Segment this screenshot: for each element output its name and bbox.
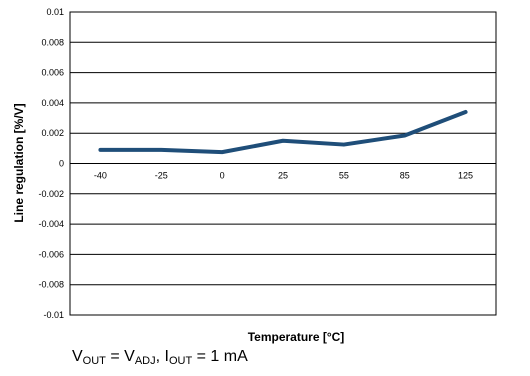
y-tick-label: 0.008: [41, 37, 64, 47]
y-axis-title: Line regulation [%/V]: [12, 103, 26, 222]
plot-area-border: [69, 11, 497, 316]
x-tick-label: -25: [155, 171, 168, 181]
x-tick-label: 85: [400, 171, 410, 181]
series-line: [98, 109, 468, 155]
x-tick-label: 55: [339, 171, 349, 181]
x-tick-label: 0: [220, 171, 225, 181]
y-tick-label: -0.004: [38, 219, 64, 229]
y-tick-label: -0.006: [38, 249, 64, 259]
y-tick-label: 0.01: [46, 7, 64, 17]
y-tick-label: 0.002: [41, 128, 64, 138]
y-tick-label: 0.006: [41, 68, 64, 78]
test-conditions-caption: VOUT = VADJ, IOUT = 1 mA: [72, 348, 248, 367]
x-tick-label: -40: [94, 171, 107, 181]
y-tick-label: -0.01: [43, 310, 64, 320]
y-tick-label: 0.004: [41, 98, 64, 108]
y-tick-labels: 0.01 0.008 0.006 0.004 0.002 0 -0.002 -0.004 -0.…: [38, 7, 64, 320]
x-tick-labels: -40 -25 0 25 55 85 125: [94, 171, 473, 181]
y-tick-label: -0.002: [38, 189, 64, 199]
x-tick-label: 25: [278, 171, 288, 181]
y-tick-label: -0.008: [38, 280, 64, 290]
y-tick-label: 0: [59, 159, 64, 169]
x-tick-label: 125: [458, 171, 473, 181]
x-axis-title: Temperature [°C]: [248, 330, 345, 344]
grid-lines: [70, 11, 496, 316]
